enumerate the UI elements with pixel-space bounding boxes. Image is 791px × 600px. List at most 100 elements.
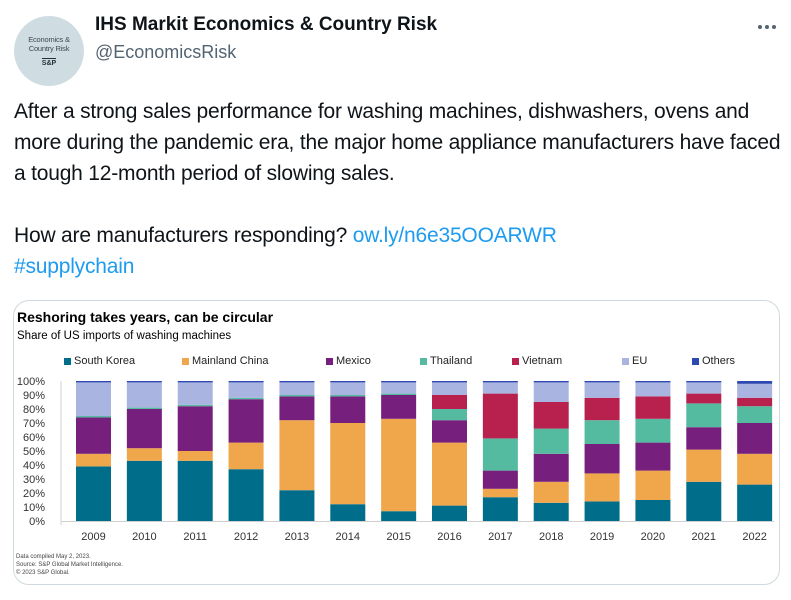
bar-vietnam-2017 [482, 393, 518, 439]
x-tick-label: 2010 [132, 531, 156, 543]
avatar-brand: S&P [41, 58, 57, 67]
chart-image-card[interactable]: Reshoring takes years, can be circular S… [13, 300, 780, 585]
y-tick-label: 80% [23, 404, 45, 416]
bar-south-korea-2018 [533, 502, 569, 521]
bar-south-korea-2020 [635, 500, 671, 521]
bar-mexico-2009 [76, 417, 111, 454]
bar-mexico-2012 [228, 399, 264, 443]
x-tick-label: 2022 [742, 531, 766, 543]
more-dot [758, 25, 762, 29]
bar-eu-2014 [330, 382, 366, 395]
bar-thailand-2017 [482, 438, 518, 471]
y-tick-label: 50% [23, 446, 45, 458]
avatar[interactable]: Economics & Country Risk S&P [14, 16, 84, 86]
bar-mexico-2021 [686, 427, 722, 450]
legend-label: Others [702, 355, 736, 367]
y-tick-label: 100% [17, 376, 45, 388]
bar-mainland-china-2022 [737, 453, 773, 485]
bar-south-korea-2013 [279, 490, 315, 521]
bar-others-2009 [76, 381, 111, 383]
bar-others-2010 [126, 381, 162, 383]
legend-label: EU [632, 355, 648, 367]
tweet-paragraph-1: After a strong sales performance for was… [14, 100, 781, 185]
bar-eu-2015 [381, 382, 417, 394]
stacked-bar-chart: 0% 10% 20% 30% 40% 50% 60% 70% 80% 90% 100% 2009 201… [17, 376, 774, 543]
legend-swatch [326, 357, 333, 365]
legend-item-mainland-china: Mainland China [182, 355, 268, 367]
bar-mainland-china-2017 [482, 488, 518, 498]
bar-others-2011 [177, 381, 213, 383]
bar-others-2019 [584, 381, 620, 383]
bar-south-korea-2015 [381, 511, 417, 521]
avatar-text-line2: Country Risk [28, 44, 70, 53]
bar-mexico-2016 [432, 420, 467, 443]
x-tick-label: 2020 [641, 531, 665, 543]
legend-swatch [182, 357, 189, 365]
legend-label: Vietnam [522, 355, 563, 367]
y-tick-label: 0% [29, 516, 45, 528]
x-tick-label: 2014 [336, 531, 360, 543]
footnote-compiled: Data compiled May 2, 2023. [16, 554, 91, 560]
bar-south-korea-2017 [482, 497, 518, 521]
x-tick-label: 2017 [488, 531, 512, 543]
bar-thailand-2014 [330, 395, 366, 397]
bar-south-korea-2010 [126, 460, 162, 521]
footnote-copyright: © 2023 S&P Global. [16, 570, 70, 576]
legend-swatch [692, 357, 699, 365]
tweet-paragraph-3: #supplychain [14, 251, 784, 282]
y-tick-label: 40% [23, 460, 45, 472]
hashtag-link[interactable]: #supplychain [14, 255, 135, 278]
bar-mainland-china-2018 [533, 481, 569, 503]
bar-mainland-china-2011 [177, 451, 213, 461]
bar-thailand-2013 [279, 395, 315, 397]
bar-mainland-china-2009 [76, 453, 111, 467]
bar-others-2020 [635, 381, 671, 383]
bar-mainland-china-2021 [686, 449, 722, 482]
bar-vietnam-2016 [432, 395, 467, 409]
x-tick-label: 2009 [81, 531, 105, 543]
article-link[interactable]: ow.ly/n6e35OOARWR [352, 224, 557, 247]
author-display-name[interactable]: IHS Markit Economics & Country Risk [95, 14, 438, 35]
chart-subtitle: Share of US imports of washing machines [17, 330, 232, 342]
bar-south-korea-2011 [177, 460, 213, 521]
legend-swatch [64, 357, 71, 365]
bar-mexico-2014 [330, 396, 366, 423]
more-dot [772, 25, 776, 29]
bar-mainland-china-2019 [584, 473, 620, 502]
y-tick-label: 70% [23, 418, 45, 430]
legend-item-mexico: Mexico [326, 355, 371, 367]
bar-south-korea-2019 [584, 501, 620, 521]
bar-thailand-2012 [228, 397, 264, 400]
x-tick-label: 2018 [539, 531, 563, 543]
y-tick-label: 20% [23, 488, 45, 500]
bar-others-2022 [737, 381, 773, 384]
x-tick-label: 2011 [183, 531, 207, 543]
x-tick-label: 2013 [285, 531, 309, 543]
tweet-question: How are manufacturers responding? [14, 224, 353, 247]
x-tick-label: 2021 [692, 531, 716, 543]
more-dot [765, 25, 769, 29]
legend-label: Mainland China [192, 355, 269, 367]
bar-others-2013 [279, 381, 315, 383]
bar-mexico-2010 [126, 409, 162, 449]
more-horizontal-icon[interactable] [754, 19, 780, 35]
bar-others-2014 [330, 381, 366, 383]
legend-label: Thailand [430, 355, 473, 367]
legend-swatch [622, 357, 629, 365]
bar-south-korea-2016 [432, 505, 467, 521]
bar-others-2012 [228, 381, 264, 383]
y-tick-label: 10% [23, 502, 45, 514]
bar-south-korea-2014 [330, 504, 366, 521]
bar-others-2015 [381, 381, 417, 383]
bar-eu-2013 [279, 382, 315, 395]
author-handle[interactable]: @EconomicsRisk [95, 42, 237, 62]
bar-thailand-2016 [432, 409, 467, 421]
bar-south-korea-2022 [737, 484, 773, 521]
bar-eu-2011 [177, 382, 213, 405]
bar-mainland-china-2013 [279, 420, 315, 491]
bar-eu-2020 [635, 382, 671, 397]
bar-eu-2022 [737, 383, 773, 398]
bar-thailand-2022 [737, 406, 773, 423]
bar-thailand-2018 [533, 428, 569, 454]
bar-south-korea-2009 [76, 466, 111, 521]
